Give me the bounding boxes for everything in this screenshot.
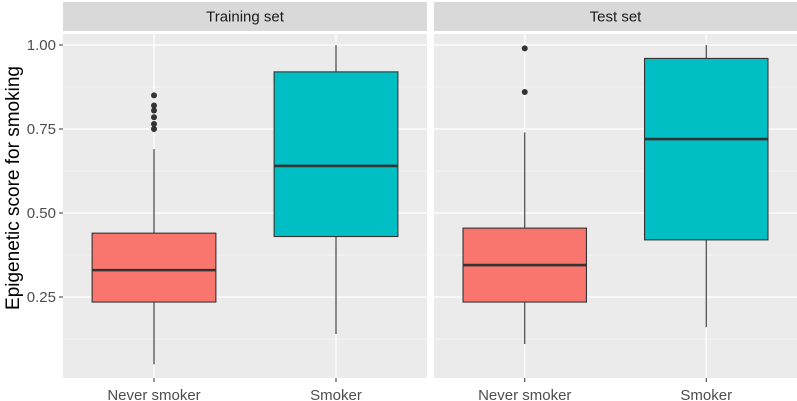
outlier-point (151, 92, 157, 99)
x-tick-label: Smoker (680, 387, 732, 401)
x-tick-label: Never smoker (107, 387, 200, 401)
outlier-point (151, 107, 157, 114)
box-smoker (273, 45, 399, 334)
outlier-point (151, 120, 157, 127)
facet-strip (63, 2, 427, 31)
facet-title: Training set (206, 9, 285, 26)
box-never-smoker (91, 92, 217, 365)
box-never-smoker (462, 45, 588, 345)
box-iqr (643, 57, 769, 241)
y-tick-label: 1.00 (27, 37, 56, 54)
outlier-point (151, 126, 157, 132)
x-tick-label: Smoker (310, 387, 362, 401)
x-tick-label: Never smoker (478, 387, 571, 401)
y-axis-title: Epigenetic score for smoking (3, 66, 24, 310)
outlier-point (521, 89, 528, 96)
y-axis: 0.25 0.50 0.75 1.00 (27, 37, 63, 306)
outlier-point (151, 114, 157, 121)
y-tick-label: 0.50 (27, 205, 56, 222)
y-tick-label: 0.75 (27, 121, 56, 138)
outlier-point (521, 45, 528, 52)
plot-area: Training set Never smoker Smoker Test set Ne… (27, 2, 797, 401)
outlier-point (151, 102, 157, 109)
y-tick-label: 0.25 (27, 289, 56, 306)
facet-panel-2: Test set Never smoker Smoker (434, 2, 797, 401)
box-iqr (273, 71, 399, 238)
box-smoker (643, 45, 769, 328)
facet-title: Test set (590, 9, 643, 26)
facet-panel-1: Training set Never smoker Smoker (63, 2, 427, 401)
facet-strip (434, 2, 797, 31)
box-iqr (91, 232, 217, 303)
